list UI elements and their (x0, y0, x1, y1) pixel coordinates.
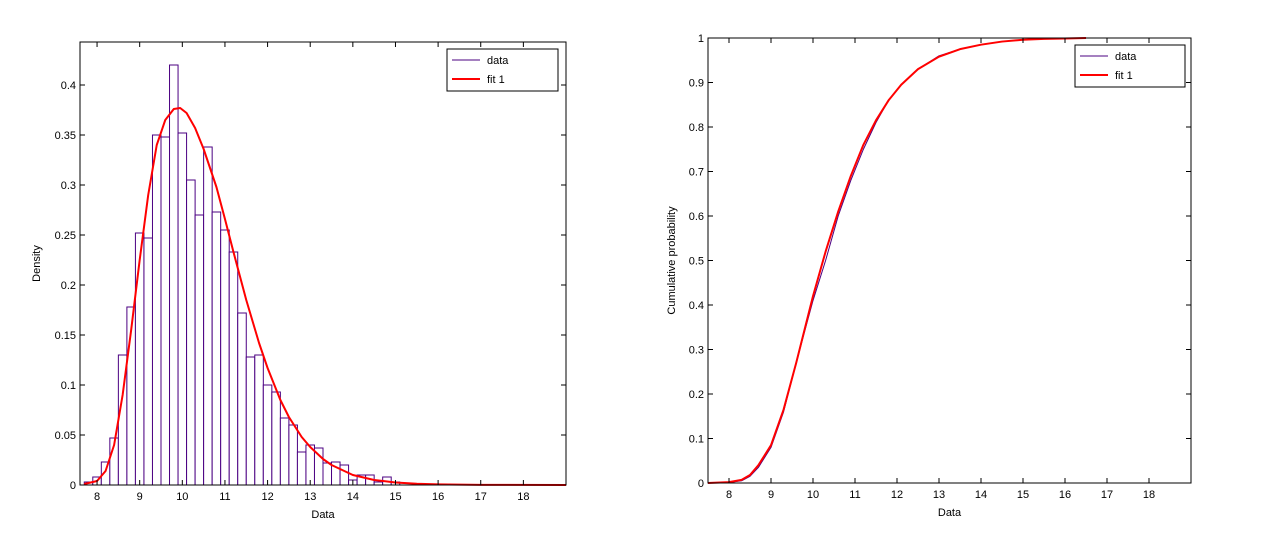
histogram-bar (186, 179, 196, 486)
y-tick-label: 0.9 (689, 78, 704, 90)
y-tick-label: 0.4 (689, 300, 704, 312)
legend-label: data (487, 55, 509, 67)
histogram-bar (228, 251, 239, 486)
x-tick-label: 10 (176, 491, 188, 503)
fit-line (707, 37, 1087, 484)
histogram-bar (262, 384, 273, 486)
x-axis-label: Data (311, 509, 335, 521)
x-tick-label: 17 (475, 491, 487, 503)
histogram-bar (151, 134, 162, 486)
axes-frame (79, 41, 567, 486)
legend-label: data (1115, 51, 1137, 63)
legend-box (1074, 44, 1186, 88)
y-tick-label: 0.3 (689, 345, 704, 357)
histogram-bar (203, 146, 213, 486)
x-tick-label: 14 (347, 491, 359, 503)
legend-label: fit 1 (1115, 70, 1133, 82)
x-axis-label: Data (938, 507, 962, 519)
histogram-bar (245, 356, 256, 486)
y-tick-label: 0.5 (689, 256, 704, 268)
y-tick-label: 0 (698, 478, 704, 490)
y-tick-label: 0.4 (61, 80, 76, 92)
histogram-bar (220, 229, 230, 486)
x-tick-label: 12 (891, 489, 903, 501)
x-tick-label: 15 (389, 491, 401, 503)
x-tick-label: 17 (1101, 489, 1113, 501)
plot-area (708, 38, 1191, 483)
x-tick-label: 9 (137, 491, 143, 503)
density-panel: 8 9 10 11 12 13 14 15 16 17 18 0 0.05 0.1 0.15 0.2 0.25 0… (31, 41, 567, 521)
x-tick-label: 10 (807, 489, 819, 501)
x-tick-label: 13 (933, 489, 945, 501)
x-tick-label: 15 (1017, 489, 1029, 501)
y-tick-label: 0.25 (55, 230, 76, 242)
histogram-bar (134, 232, 145, 486)
x-tick-label: 18 (1143, 489, 1155, 501)
x-tick-label: 18 (517, 491, 529, 503)
x-tick-label: 11 (219, 491, 230, 503)
x-tick-label: 12 (261, 491, 273, 503)
histogram-bar (177, 132, 188, 486)
y-tick-label: 0.8 (689, 122, 704, 134)
y-tick-label: 0.15 (55, 330, 76, 342)
histogram-bar (237, 312, 247, 486)
y-tick-label: 0.6 (689, 211, 704, 223)
y-axis-label: Density (31, 245, 43, 282)
y-tick-label: 0.35 (55, 130, 76, 142)
histogram-bar (296, 451, 307, 486)
x-tick-label: 16 (1059, 489, 1071, 501)
x-tick-label: 8 (726, 489, 732, 501)
y-tick-label: 0.2 (61, 280, 76, 292)
y-tick-label: 0.1 (689, 434, 704, 446)
histogram-bar (271, 391, 281, 486)
y-tick-label: 0.3 (61, 180, 76, 192)
legend: data fit 1 (1074, 44, 1186, 88)
y-tick-label: 0 (70, 480, 76, 492)
legend-box (446, 48, 559, 92)
histogram-bar (143, 237, 153, 486)
histogram-bar (288, 424, 298, 486)
legend-label: fit 1 (487, 74, 505, 86)
y-tick-label: 0.7 (689, 167, 704, 179)
y-axis-label: Cumulative probability (666, 206, 678, 315)
cdf-panel: 8 9 10 11 12 13 14 15 16 17 18 0 0.1 0.2 0.3 0.4 0.5 0.6 0… (666, 33, 1192, 519)
y-tick-label: 0.1 (61, 380, 76, 392)
fit-line (84, 107, 567, 486)
x-tick-label: 13 (304, 491, 316, 503)
y-tick-label: 1 (698, 33, 704, 45)
histogram-bar (339, 464, 350, 486)
legend: data fit 1 (446, 48, 559, 92)
histogram-bar (254, 354, 264, 486)
histogram-bar (194, 214, 205, 486)
x-tick-label: 14 (975, 489, 987, 501)
histogram-bar (211, 211, 222, 486)
histogram-bar (169, 64, 179, 486)
histogram-bar (322, 462, 333, 486)
histogram-bar (279, 417, 290, 486)
x-tick-label: 8 (94, 491, 100, 503)
x-tick-label: 16 (432, 491, 444, 503)
histogram-bar (160, 136, 171, 486)
x-tick-label: 9 (768, 489, 774, 501)
y-tick-label: 0.2 (689, 389, 704, 401)
x-tick-label: 11 (849, 489, 860, 501)
y-tick-label: 0.05 (55, 430, 76, 442)
